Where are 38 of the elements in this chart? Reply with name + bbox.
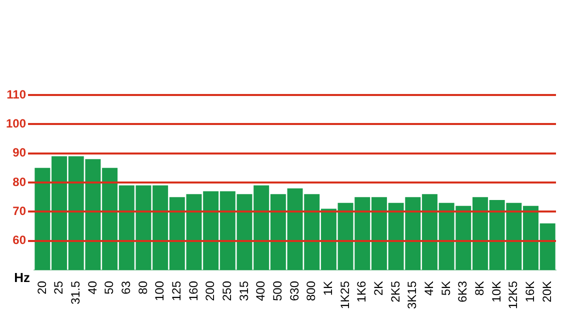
y-tick-label: 60: [12, 233, 26, 248]
x-tick-label: 2K5: [388, 280, 402, 302]
x-tick-label: 2K: [372, 280, 386, 296]
x-tick-label: 20K: [540, 280, 554, 302]
x-tick-label: 125: [169, 280, 184, 302]
x-tick-label: 1K25: [338, 280, 352, 310]
x-tick-label: 160: [186, 280, 200, 302]
x-tick-label: 40: [85, 280, 100, 294]
x-tick-label: 200: [203, 280, 218, 302]
y-tick-label: 100: [6, 116, 26, 130]
y-tick-label: 90: [12, 146, 26, 160]
x-tick-label: 12K5: [506, 280, 520, 310]
x-tick-label: 630: [287, 280, 302, 302]
y-tick-label: 80: [12, 174, 26, 189]
x-tick-label: 5K: [438, 280, 453, 296]
x-tick-label: 800: [304, 280, 318, 302]
x-tick-label: 63: [118, 280, 133, 294]
x-tick-label: 6K3: [456, 280, 470, 302]
x-tick-label: 500: [270, 280, 284, 302]
x-tick-label: 16K: [523, 280, 538, 302]
x-tick-label: 25: [52, 280, 66, 294]
x-axis-title: Hz: [14, 270, 31, 286]
y-tick-label: 70: [12, 204, 26, 218]
x-tick-label: 4K: [422, 280, 436, 296]
x-tick-label: 400: [254, 280, 268, 302]
x-tick-label: 315: [236, 280, 251, 302]
x-tick-label: 8K: [472, 280, 487, 296]
x-tick-label: 80: [136, 280, 150, 294]
x-tick-label: 31.5: [68, 280, 82, 304]
x-tick-label: 1K: [321, 280, 335, 296]
x-tick-label: 1K6: [354, 280, 369, 302]
x-tick-label: 50: [102, 280, 116, 294]
x-tick-label: 100: [152, 280, 167, 302]
y-tick-label: 110: [6, 87, 26, 102]
x-tick-label: 250: [220, 280, 234, 302]
x-tick-label: 20: [34, 280, 49, 294]
x-tick-label: 3K15: [405, 280, 420, 310]
x-tick-label: 10K: [489, 280, 504, 302]
